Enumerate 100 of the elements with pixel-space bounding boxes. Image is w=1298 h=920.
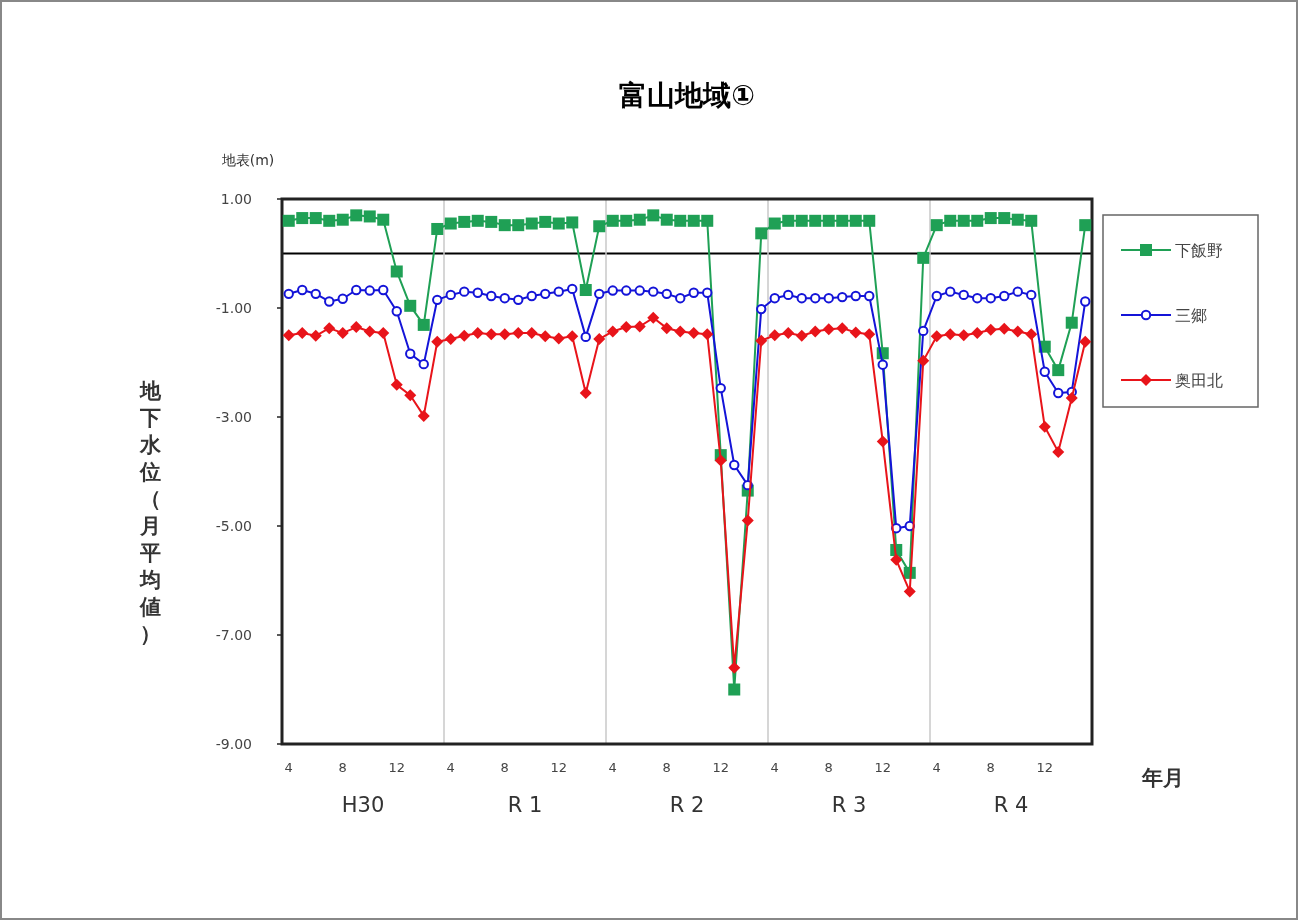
legend-label: 下飯野 bbox=[1175, 241, 1223, 260]
x-tick-label: 8 bbox=[662, 760, 671, 775]
point bbox=[971, 214, 984, 227]
point bbox=[756, 303, 767, 315]
point bbox=[741, 514, 754, 527]
point bbox=[283, 288, 294, 300]
point bbox=[944, 328, 957, 341]
point bbox=[620, 321, 633, 334]
point bbox=[972, 292, 983, 304]
point bbox=[606, 325, 619, 338]
point bbox=[297, 284, 308, 296]
text: R 1 bbox=[507, 793, 543, 817]
text: R 3 bbox=[831, 793, 867, 817]
x-tick-label: 4 bbox=[932, 760, 941, 775]
point bbox=[391, 306, 402, 317]
point bbox=[552, 217, 565, 230]
y-tick-label: -9.00 bbox=[215, 736, 252, 752]
point bbox=[417, 409, 430, 422]
point bbox=[350, 209, 363, 222]
point bbox=[323, 214, 336, 227]
x-tick-label: 12 bbox=[874, 760, 892, 775]
point bbox=[917, 354, 930, 367]
point bbox=[810, 292, 821, 304]
point bbox=[1065, 391, 1078, 404]
point bbox=[526, 290, 537, 302]
point bbox=[782, 327, 795, 340]
y-tick-label: -7.00 bbox=[215, 627, 252, 643]
point bbox=[998, 212, 1011, 225]
point bbox=[945, 286, 956, 297]
point bbox=[837, 291, 848, 303]
x-tick-label: 12 bbox=[712, 760, 730, 775]
point bbox=[836, 322, 849, 335]
x-tick-label: 12 bbox=[550, 760, 568, 775]
point bbox=[675, 292, 686, 304]
point bbox=[930, 330, 943, 343]
point bbox=[296, 212, 309, 225]
point bbox=[755, 334, 768, 347]
chart-title: 富山地域① bbox=[619, 79, 755, 112]
point bbox=[1079, 335, 1092, 348]
point bbox=[567, 283, 578, 295]
point bbox=[512, 327, 525, 340]
point bbox=[728, 661, 741, 674]
point bbox=[1065, 316, 1078, 329]
x-tick-label: 4 bbox=[770, 760, 779, 775]
point bbox=[363, 210, 376, 223]
text: 地下水位（月平均値） bbox=[139, 379, 161, 646]
point bbox=[701, 328, 714, 341]
point bbox=[579, 387, 592, 400]
point bbox=[687, 327, 700, 340]
point bbox=[1011, 213, 1024, 226]
point bbox=[390, 378, 403, 391]
point bbox=[296, 327, 309, 340]
point bbox=[633, 213, 646, 226]
point bbox=[593, 220, 606, 233]
text: 地表(m) bbox=[220, 152, 275, 168]
point bbox=[593, 333, 606, 346]
point bbox=[918, 325, 929, 337]
point bbox=[336, 327, 349, 340]
point bbox=[486, 290, 497, 302]
point bbox=[525, 217, 538, 230]
x-tick-label: 8 bbox=[500, 760, 509, 775]
point bbox=[405, 348, 416, 359]
point bbox=[566, 216, 579, 229]
point bbox=[498, 328, 511, 341]
point bbox=[498, 219, 511, 232]
point bbox=[809, 214, 822, 227]
point bbox=[1038, 420, 1051, 433]
point bbox=[539, 215, 552, 228]
point bbox=[688, 287, 699, 298]
point bbox=[999, 290, 1010, 302]
legend-label: 奥田北 bbox=[1175, 371, 1223, 390]
point bbox=[553, 286, 564, 297]
text: H30 bbox=[341, 793, 385, 817]
point bbox=[985, 292, 996, 304]
point bbox=[1012, 286, 1023, 297]
point bbox=[863, 214, 876, 227]
point bbox=[512, 219, 525, 232]
point bbox=[714, 454, 727, 467]
point bbox=[701, 214, 714, 227]
point bbox=[876, 435, 889, 448]
point bbox=[606, 214, 619, 227]
point bbox=[755, 227, 768, 240]
point bbox=[594, 288, 605, 300]
point bbox=[471, 214, 484, 227]
point bbox=[648, 286, 659, 297]
point bbox=[674, 325, 687, 338]
point bbox=[459, 286, 470, 297]
point bbox=[729, 459, 740, 471]
point bbox=[728, 683, 741, 696]
point bbox=[998, 322, 1011, 335]
point bbox=[377, 213, 390, 226]
point bbox=[917, 251, 930, 264]
point bbox=[796, 292, 807, 304]
point bbox=[499, 292, 510, 304]
point bbox=[444, 333, 457, 346]
point bbox=[310, 288, 321, 300]
point bbox=[661, 288, 672, 300]
point bbox=[1053, 387, 1064, 399]
point bbox=[323, 322, 336, 335]
point bbox=[715, 382, 726, 394]
